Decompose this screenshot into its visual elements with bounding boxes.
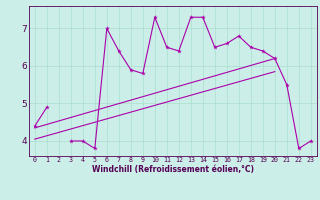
X-axis label: Windchill (Refroidissement éolien,°C): Windchill (Refroidissement éolien,°C) — [92, 165, 254, 174]
